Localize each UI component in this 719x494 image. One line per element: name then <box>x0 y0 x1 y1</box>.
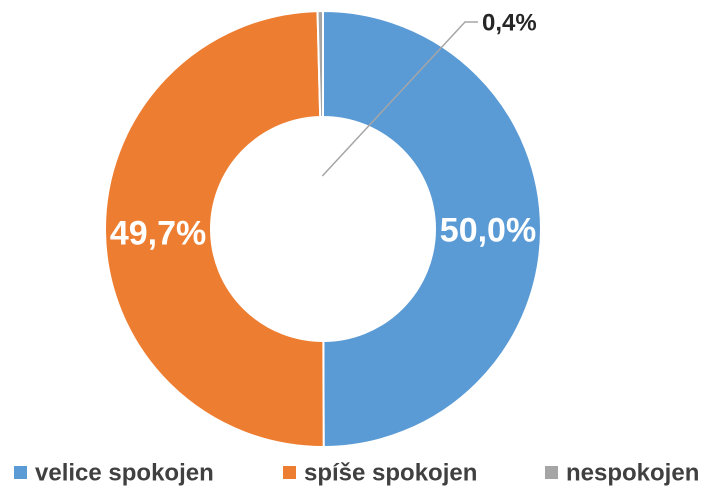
legend-label: spíše spokojen <box>304 459 477 486</box>
data-label: 49,7% <box>110 214 206 252</box>
leader-line <box>321 21 478 177</box>
donut-slice <box>316 9 324 119</box>
legend-label: velice spokojen <box>35 459 214 486</box>
donut-slice <box>104 10 325 449</box>
donut-slice <box>322 9 543 449</box>
data-label: 50,0% <box>440 212 536 250</box>
data-label: 0,4% <box>482 9 537 36</box>
legend-swatch <box>14 466 27 479</box>
legend-swatch <box>283 466 296 479</box>
legend-label: nespokojen <box>566 459 699 486</box>
legend-swatch <box>545 466 558 479</box>
